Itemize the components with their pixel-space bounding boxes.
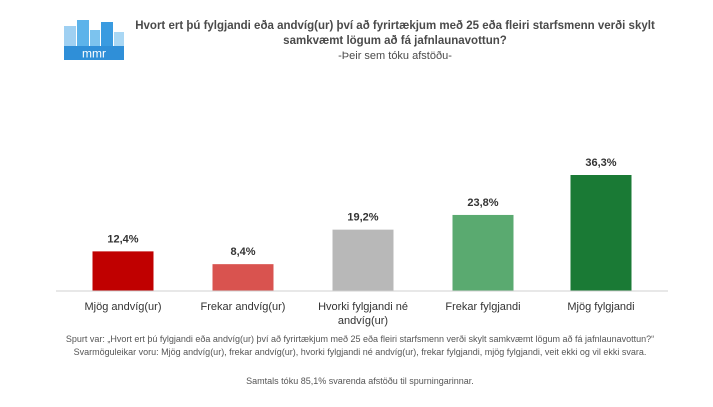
value-label-1: 12,4%	[107, 233, 138, 245]
chart-subtitle: -Þeir sem tóku afstöðu-	[338, 50, 452, 62]
category-label-2: Frekar andvíg(ur)	[201, 301, 286, 313]
logo-text: mmr	[82, 47, 106, 61]
category-label-5: Mjög fylgjandi	[567, 301, 634, 313]
bar-3	[332, 229, 394, 291]
bar-4	[452, 214, 514, 291]
value-label-2: 8,4%	[230, 246, 255, 258]
bar-2	[212, 264, 274, 291]
bar-chart: 12,4% Mjög andvíg(ur) 8,4% Frekar andvíg(ur…	[56, 157, 668, 327]
category-label-1: Mjög andvíg(ur)	[84, 301, 161, 313]
chart-title: Hvort ert þú fylgjandi eða andvíg(ur) þv…	[135, 20, 655, 47]
footnote-question: Spurt var: „Hvort ert þú fylgjandi eða a…	[65, 334, 655, 357]
category-label-3: Hvorki fylgjandi né andvíg(ur)	[318, 301, 408, 327]
mmr-logo: mmr	[64, 20, 124, 61]
value-label-3: 19,2%	[347, 212, 378, 224]
value-label-5: 36,3%	[585, 157, 616, 169]
bar-1	[92, 251, 154, 291]
bar-5	[570, 175, 632, 291]
value-label-4: 23,8%	[467, 197, 498, 209]
category-label-4: Frekar fylgjandi	[445, 301, 520, 313]
footnote-total: Samtals tóku 85,1% svarenda afstöðu til …	[246, 376, 474, 386]
